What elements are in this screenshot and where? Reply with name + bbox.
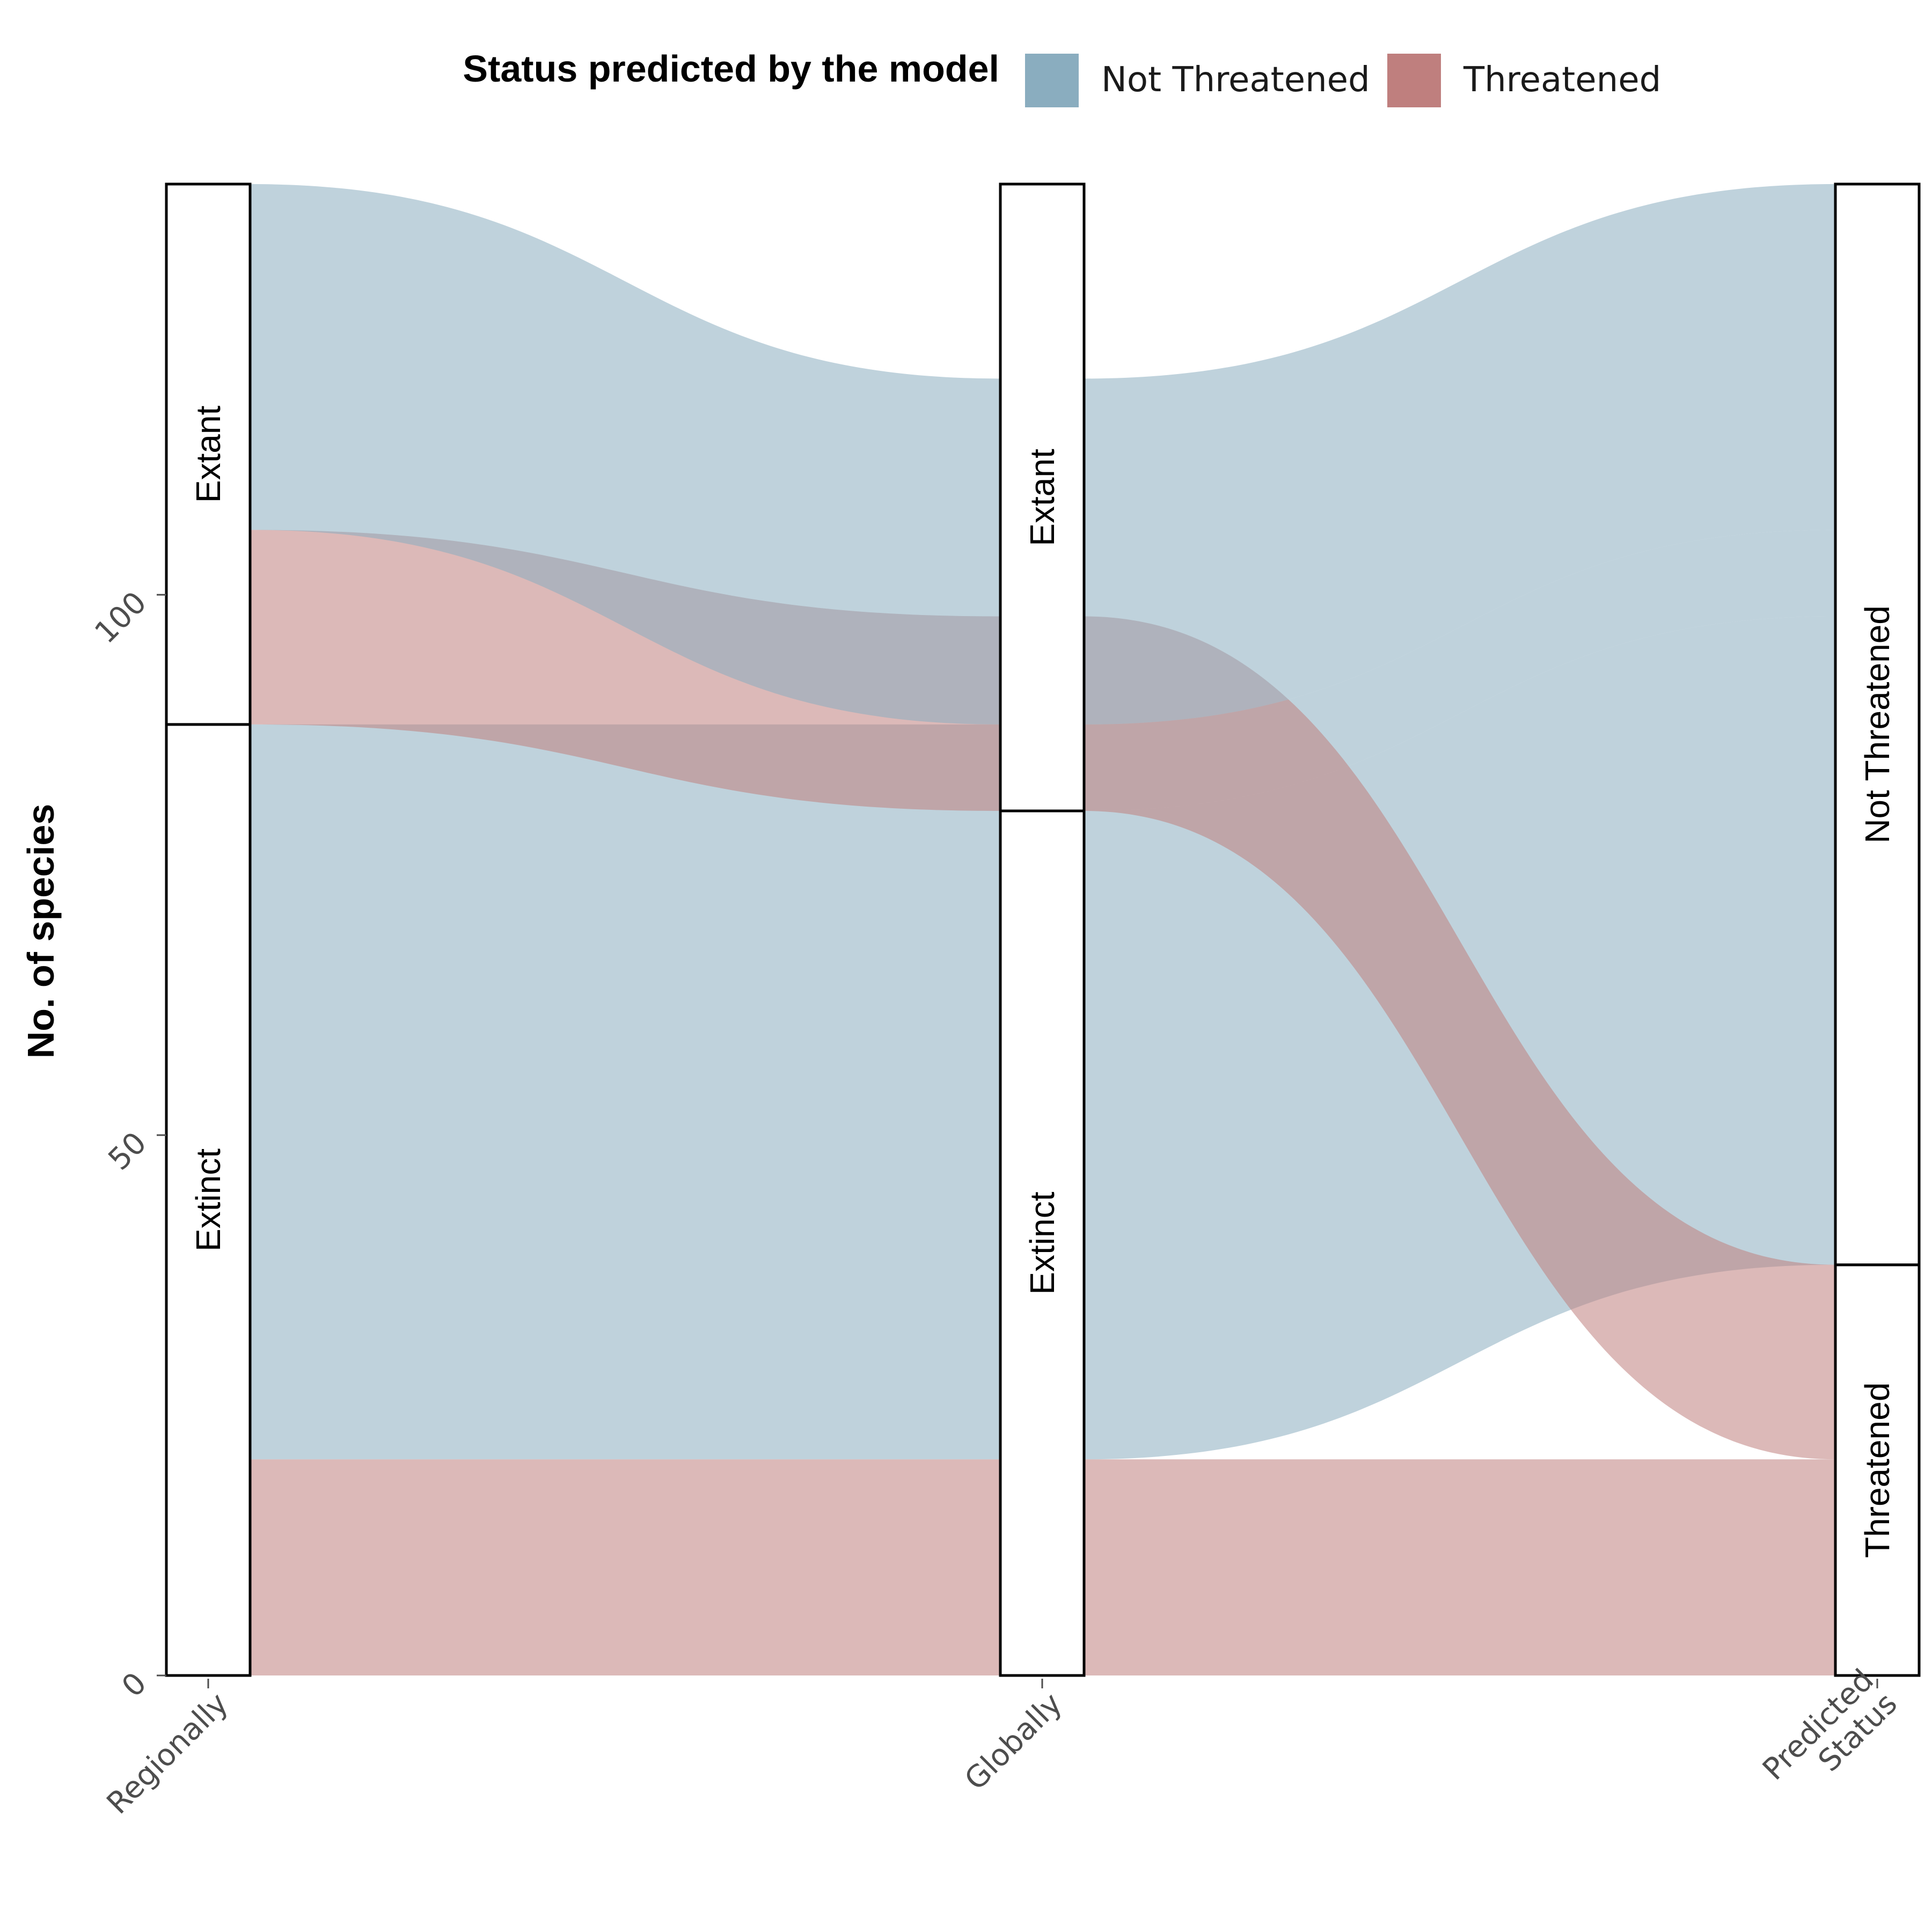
y-tick-label-2: 100 — [88, 585, 153, 650]
legend-title: Status predicted by the model — [463, 48, 999, 90]
flow-1-segment-0 — [250, 810, 1000, 1460]
stratum-label-2-1: Not Threatened — [1858, 605, 1897, 844]
flow-4-segment-1 — [1084, 184, 1835, 724]
stratum-label-0-1: Extant — [189, 406, 228, 503]
stratum-box-0-1 — [165, 182, 252, 726]
flow-0-segment-0 — [250, 1459, 1000, 1675]
stratum-label-1-1: Extant — [1023, 449, 1062, 546]
legend-label-threatened: Threatened — [1463, 60, 1661, 100]
legend-label-not-threatened: Not Threatened — [1101, 60, 1370, 100]
flow-0-segment-1 — [1084, 1459, 1835, 1675]
flows-layer — [250, 184, 1835, 1675]
x-tick-label-2: PredictedStatus — [1756, 1663, 1904, 1811]
legend-swatch-threatened — [1387, 54, 1441, 107]
y-tick-label-1: 50 — [102, 1125, 153, 1177]
strata-layer: Extinct Extant Extinct Extant Threatened Not … — [165, 182, 1921, 1677]
stratum-label-2-0: Threatened — [1858, 1382, 1897, 1558]
y-axis: 0 50 100 — [88, 585, 166, 1704]
legend: Status predicted by the model Not Threat… — [463, 48, 1661, 107]
x-tick-label-1: Globally — [958, 1686, 1069, 1797]
stratum-box-2-0 — [1834, 1263, 1921, 1677]
x-axis: Regionally Globally PredictedStatus — [100, 1663, 1904, 1821]
stratum-box-1-0 — [999, 809, 1086, 1677]
stratum-box-0-0 — [165, 723, 252, 1677]
stratum-box-2-1 — [1834, 182, 1921, 1267]
x-tick-label-0: Regionally — [100, 1686, 235, 1821]
legend-swatch-not-threatened — [1025, 54, 1079, 107]
stratum-label-0-0: Extinct — [189, 1148, 228, 1252]
flow-3-segment-1 — [1084, 616, 1835, 1460]
flow-4-segment-0 — [250, 184, 1000, 724]
y-axis-title: No. of species — [20, 804, 62, 1059]
stratum-box-1-1 — [999, 182, 1086, 813]
flow-3-segment-0 — [250, 530, 1000, 811]
y-tick-label-0: 0 — [115, 1666, 153, 1704]
stratum-label-1-0: Extinct — [1023, 1191, 1062, 1294]
